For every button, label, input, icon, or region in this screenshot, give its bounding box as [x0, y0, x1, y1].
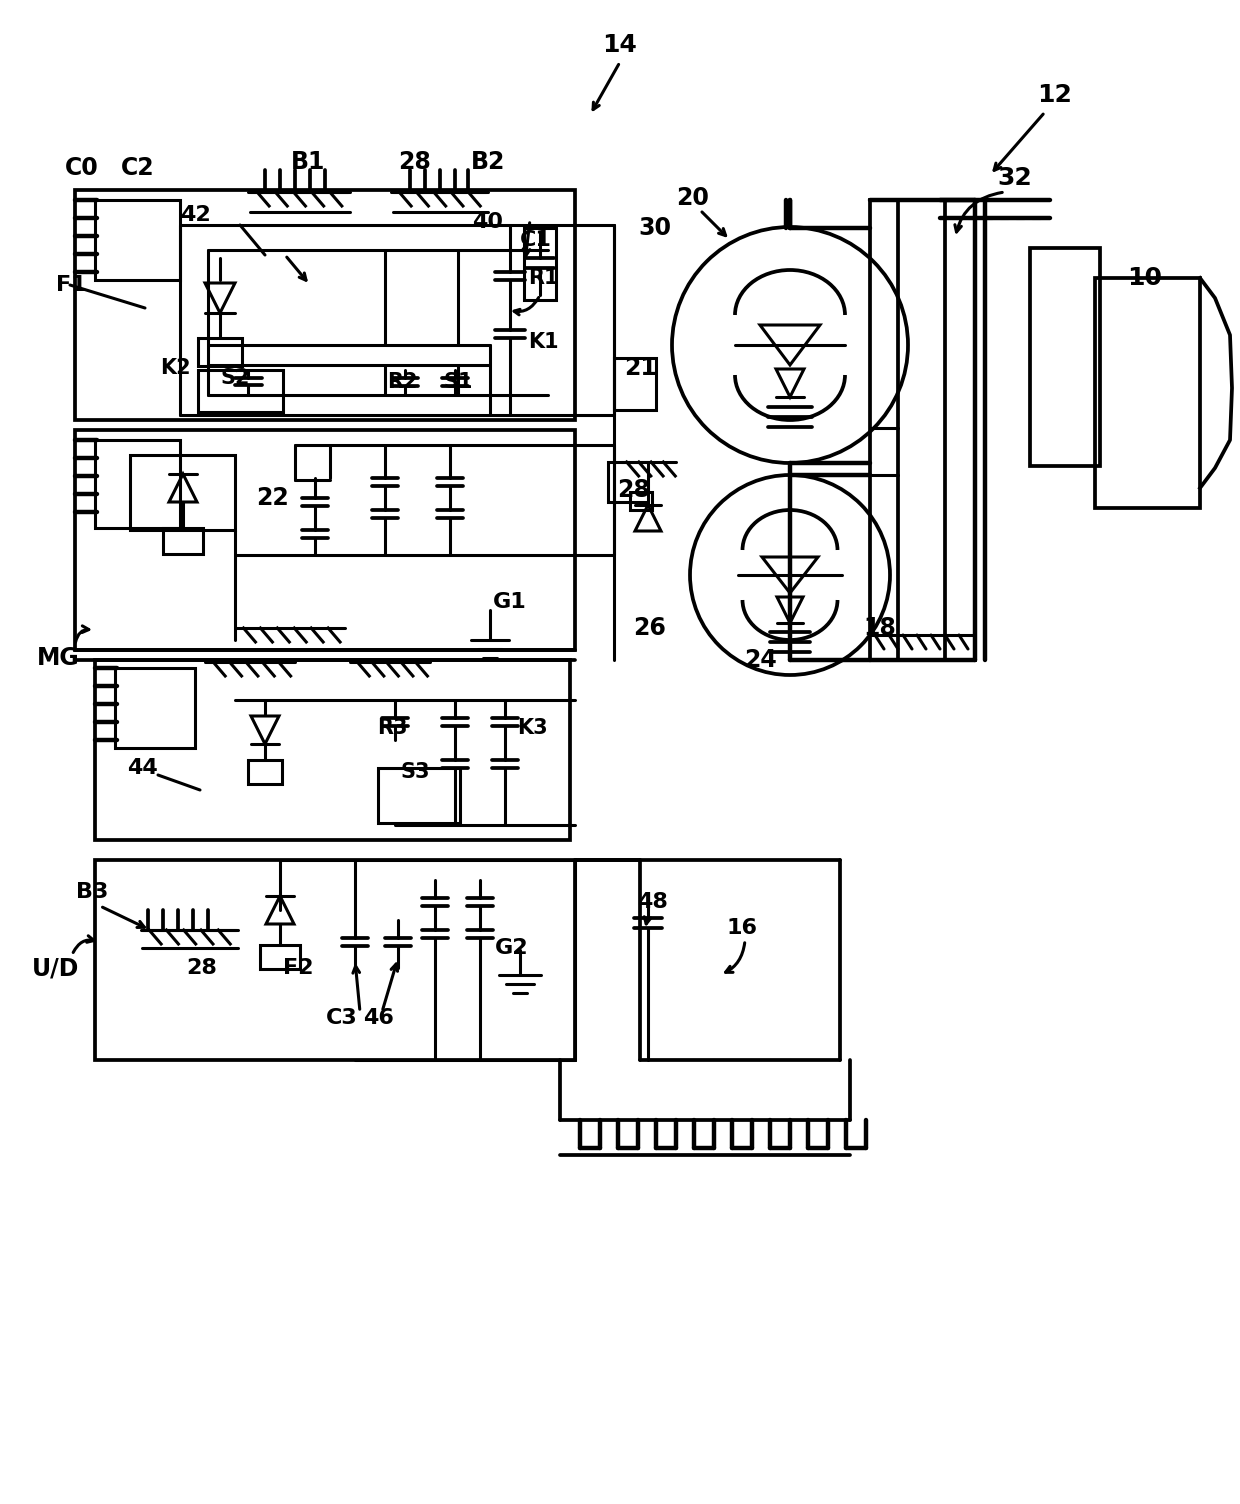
Bar — [378, 769, 460, 823]
Text: MG: MG — [37, 647, 79, 669]
Text: K2: K2 — [160, 358, 191, 378]
Text: 10: 10 — [1127, 266, 1163, 290]
Text: 21: 21 — [624, 356, 657, 381]
Text: 42: 42 — [180, 205, 211, 226]
Text: G1: G1 — [494, 593, 527, 612]
Bar — [162, 528, 203, 553]
Bar — [130, 456, 236, 529]
Text: 30: 30 — [639, 217, 672, 241]
Text: 44: 44 — [126, 758, 157, 778]
Bar — [870, 200, 975, 660]
Bar — [115, 668, 195, 747]
Text: 18: 18 — [863, 617, 897, 641]
Bar — [248, 760, 281, 784]
Text: K3: K3 — [517, 717, 547, 738]
Bar — [74, 190, 575, 420]
Text: C0: C0 — [66, 156, 99, 180]
Text: S2: S2 — [221, 368, 249, 388]
Bar — [630, 492, 652, 510]
Bar — [614, 358, 656, 411]
Text: 26: 26 — [634, 617, 666, 641]
Text: 28: 28 — [398, 150, 432, 174]
Bar — [525, 229, 556, 299]
Text: 24: 24 — [744, 648, 776, 672]
Bar — [608, 462, 649, 502]
Text: 28: 28 — [186, 958, 217, 978]
Text: 12: 12 — [1038, 83, 1073, 107]
Bar — [95, 441, 180, 528]
Text: 20: 20 — [677, 186, 709, 211]
Text: 32: 32 — [998, 165, 1033, 190]
Text: 28: 28 — [618, 478, 650, 502]
Bar — [198, 370, 283, 412]
Bar — [95, 200, 180, 280]
Text: B2: B2 — [471, 150, 505, 174]
Bar — [95, 860, 575, 1060]
Bar — [74, 430, 575, 650]
Text: S3: S3 — [401, 763, 430, 782]
Text: 40: 40 — [472, 212, 503, 232]
Bar — [1030, 248, 1100, 466]
Bar — [95, 660, 570, 841]
Text: 46: 46 — [362, 1008, 393, 1029]
Text: 48: 48 — [636, 892, 667, 911]
Text: G2: G2 — [495, 938, 528, 958]
Text: S1: S1 — [443, 371, 472, 393]
Text: R2: R2 — [387, 371, 417, 393]
Text: C2: C2 — [122, 156, 155, 180]
Text: R1: R1 — [528, 268, 558, 287]
Text: B1: B1 — [291, 150, 325, 174]
Text: F2: F2 — [283, 958, 314, 978]
Text: R3: R3 — [377, 717, 407, 738]
Text: U/D: U/D — [32, 957, 79, 981]
Bar — [260, 945, 300, 969]
Text: C3: C3 — [326, 1008, 358, 1029]
Text: K1: K1 — [528, 332, 559, 352]
Text: 22: 22 — [255, 486, 289, 510]
Text: B3: B3 — [76, 881, 108, 902]
Text: 14: 14 — [603, 33, 637, 57]
Text: F1: F1 — [56, 275, 87, 295]
Bar — [1095, 278, 1200, 508]
Text: 16: 16 — [727, 917, 758, 938]
Bar — [198, 338, 242, 365]
Text: C1: C1 — [520, 230, 552, 250]
